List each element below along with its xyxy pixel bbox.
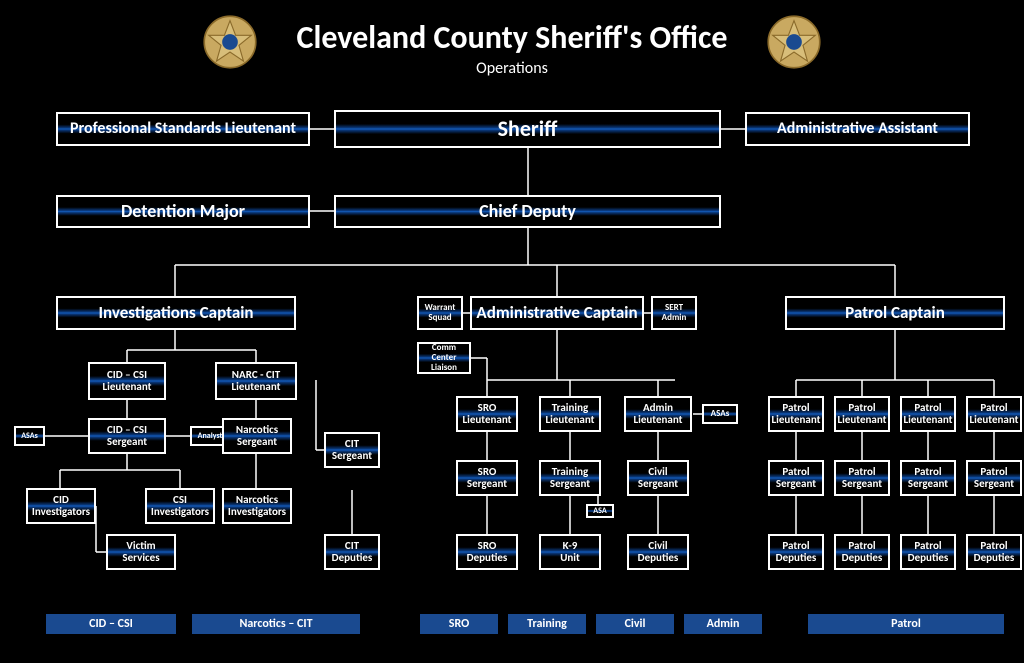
node-sro-deputies: SRODeputies	[456, 534, 518, 570]
node-detention-major: Detention Major	[56, 195, 310, 228]
node-patrol-dep-1: PatrolDeputies	[768, 534, 824, 570]
node-patrol-lt-1: PatrolLieutenant	[768, 396, 824, 432]
footer-sro: SRO	[420, 614, 498, 634]
node-sro-lt: SROLieutenant	[456, 396, 518, 432]
node-asas: ASAs	[14, 426, 45, 446]
node-patrol-dep-3: PatrolDeputies	[900, 534, 956, 570]
node-sert-admin: SERTAdmin	[651, 296, 697, 330]
node-admin-assistant: Administrative Assistant	[745, 112, 970, 146]
node-patrol-dep-4: PatrolDeputies	[966, 534, 1022, 570]
node-prof-std-lt: Professional Standards Lieutenant	[56, 112, 310, 146]
node-patrol-sgt-2: PatrolSergeant	[834, 460, 890, 496]
node-training-lt: TrainingLieutenant	[539, 396, 601, 432]
node-patrol-sgt-4: PatrolSergeant	[966, 460, 1022, 496]
page-subtitle: Operations	[0, 59, 1024, 78]
node-civil-deputies: CivilDeputies	[627, 534, 689, 570]
footer-patrol: Patrol	[808, 614, 1004, 634]
node-narcotics-investigators: NarcoticsInvestigators	[222, 488, 292, 524]
node-patrol-dep-2: PatrolDeputies	[834, 534, 890, 570]
node-patrol-sgt-3: PatrolSergeant	[900, 460, 956, 496]
node-admin-lt: AdminLieutenant	[624, 396, 692, 432]
node-narc-cit-lt: NARC - CITLieutenant	[215, 362, 297, 400]
node-victim-services: VictimServices	[106, 534, 176, 570]
node-chief-deputy: Chief Deputy	[334, 195, 721, 228]
node-cid-investigators: CIDInvestigators	[26, 488, 96, 524]
footer-training: Training	[508, 614, 586, 634]
footer-narc-cit: Narcotics – CIT	[192, 614, 360, 634]
node-cit-deputies: CITDeputies	[324, 534, 380, 570]
page-title: Cleveland County Sheriff's Office	[0, 18, 1024, 57]
node-civil-sgt: CivilSergeant	[627, 460, 689, 496]
node-sro-sgt: SROSergeant	[456, 460, 518, 496]
footer-admin: Admin	[684, 614, 762, 634]
node-comm-center-liaison: Comm CenterLiaison	[417, 342, 471, 374]
node-sheriff: Sheriff	[334, 110, 721, 148]
badge-right-icon	[766, 14, 822, 70]
node-cid-csi-sgt: CID – CSISergeant	[88, 418, 166, 454]
node-asa: ASA	[586, 504, 614, 518]
badge-left-icon	[202, 14, 258, 70]
node-patrol-lt-3: PatrolLieutenant	[900, 396, 956, 432]
node-cit-sgt: CITSergeant	[324, 432, 380, 468]
node-patrol-sgt-1: PatrolSergeant	[768, 460, 824, 496]
node-narcotics-sgt: NarcoticsSergeant	[222, 418, 292, 454]
header: Cleveland County Sheriff's Office Operat…	[0, 0, 1024, 78]
node-investigations-captain: Investigations Captain	[56, 296, 296, 330]
node-csi-investigators: CSIInvestigators	[145, 488, 215, 524]
node-asas-admin: ASAs	[702, 404, 738, 424]
node-cid-csi-lt: CID – CSILieutenant	[88, 362, 166, 400]
node-patrol-lt-2: PatrolLieutenant	[834, 396, 890, 432]
node-warrant-squad: WarrantSquad	[417, 296, 463, 330]
node-training-sgt: TrainingSergeant	[539, 460, 601, 496]
footer-civil: Civil	[596, 614, 674, 634]
node-k9-unit: K-9Unit	[539, 534, 601, 570]
node-patrol-captain: Patrol Captain	[785, 296, 1005, 330]
node-patrol-lt-4: PatrolLieutenant	[966, 396, 1022, 432]
footer-cid-csi: CID – CSI	[46, 614, 176, 634]
node-admin-captain: Administrative Captain	[470, 296, 644, 330]
